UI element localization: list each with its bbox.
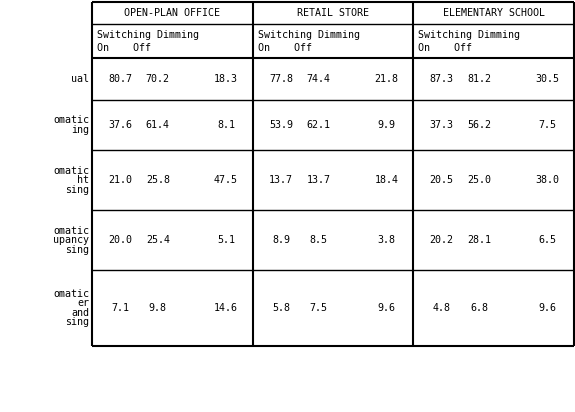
Text: Switching Dimming: Switching Dimming [258,30,360,40]
Text: 7.1: 7.1 [112,303,129,313]
Text: RETAIL STORE: RETAIL STORE [297,8,369,18]
Text: 7.5: 7.5 [309,303,327,313]
Text: 70.2: 70.2 [146,74,170,84]
Text: 81.2: 81.2 [467,74,491,84]
Text: 9.6: 9.6 [538,303,556,313]
Text: 8.5: 8.5 [309,235,327,245]
Text: 62.1: 62.1 [306,120,331,130]
Text: On    Off: On Off [97,44,151,54]
Text: 77.8: 77.8 [269,74,293,84]
Text: 9.6: 9.6 [378,303,396,313]
Text: ual: ual [71,74,89,84]
Text: Switching Dimming: Switching Dimming [419,30,520,40]
Text: Switching Dimming: Switching Dimming [97,30,199,40]
Text: OPEN-PLAN OFFICE: OPEN-PLAN OFFICE [124,8,220,18]
Text: 20.2: 20.2 [430,235,454,245]
Text: 13.7: 13.7 [269,175,293,185]
Text: 6.8: 6.8 [470,303,488,313]
Text: 38.0: 38.0 [535,175,559,185]
Text: 53.9: 53.9 [269,120,293,130]
Text: 14.6: 14.6 [214,303,238,313]
Text: 9.8: 9.8 [149,303,167,313]
Text: 20.0: 20.0 [108,235,132,245]
Text: 9.9: 9.9 [378,120,396,130]
Text: 74.4: 74.4 [306,74,331,84]
Text: 56.2: 56.2 [467,120,491,130]
Text: er: er [77,298,89,308]
Text: sing: sing [65,185,89,194]
Text: 13.7: 13.7 [306,175,331,185]
Text: 37.6: 37.6 [108,120,132,130]
Text: 8.1: 8.1 [217,120,235,130]
Text: 47.5: 47.5 [214,175,238,185]
Text: 18.4: 18.4 [374,175,398,185]
Text: upancy: upancy [53,235,89,245]
Text: omatic: omatic [53,115,89,125]
Text: 20.5: 20.5 [430,175,454,185]
Text: 18.3: 18.3 [214,74,238,84]
Text: 25.0: 25.0 [467,175,491,185]
Text: 25.8: 25.8 [146,175,170,185]
Text: 80.7: 80.7 [108,74,132,84]
Text: omatic: omatic [53,289,89,299]
Text: 37.3: 37.3 [430,120,454,130]
Text: omatic: omatic [53,166,89,176]
Text: 30.5: 30.5 [535,74,559,84]
Text: sing: sing [65,317,89,327]
Text: 7.5: 7.5 [538,120,556,130]
Text: ht: ht [77,175,89,185]
Text: 8.9: 8.9 [272,235,290,245]
Text: ing: ing [71,125,89,135]
Text: 21.8: 21.8 [374,74,398,84]
Text: 61.4: 61.4 [146,120,170,130]
Text: On    Off: On Off [258,44,312,54]
Text: On    Off: On Off [419,44,472,54]
Text: 25.4: 25.4 [146,235,170,245]
Text: 5.1: 5.1 [217,235,235,245]
Text: ELEMENTARY SCHOOL: ELEMENTARY SCHOOL [443,8,545,18]
Text: 3.8: 3.8 [378,235,396,245]
Text: 21.0: 21.0 [108,175,132,185]
Text: 4.8: 4.8 [432,303,451,313]
Text: sing: sing [65,244,89,255]
Text: 28.1: 28.1 [467,235,491,245]
Text: omatic: omatic [53,225,89,236]
Text: 6.5: 6.5 [538,235,556,245]
Text: and: and [71,308,89,318]
Text: 87.3: 87.3 [430,74,454,84]
Text: 5.8: 5.8 [272,303,290,313]
